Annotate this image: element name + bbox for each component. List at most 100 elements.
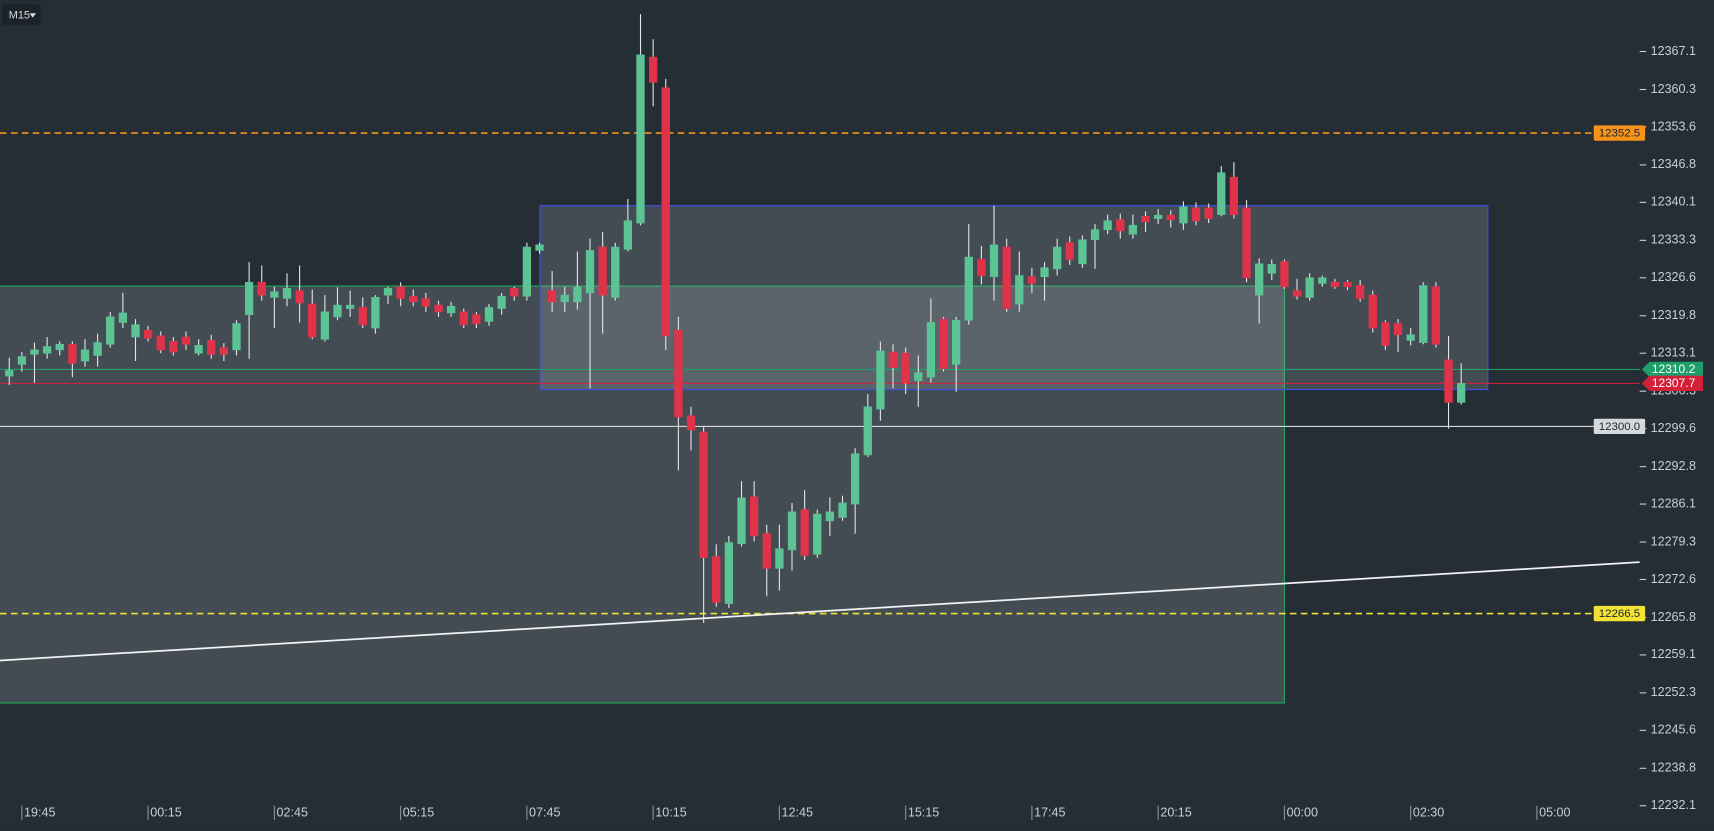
candle-body <box>1002 246 1011 309</box>
candle-body <box>1393 323 1403 336</box>
candle-body <box>1242 207 1251 279</box>
candle-body <box>118 312 128 323</box>
candle-body <box>169 341 178 353</box>
candle-body <box>409 295 418 303</box>
candle-body <box>1040 267 1049 277</box>
candle-body <box>1292 290 1302 297</box>
candle-body <box>143 329 153 339</box>
x-tick-label: 15:15 <box>908 806 939 820</box>
candle-body <box>1065 242 1074 260</box>
candle-body <box>93 342 102 356</box>
candle-body <box>775 548 784 569</box>
candle-body <box>1090 229 1100 241</box>
candle-body <box>333 304 342 318</box>
candle-body <box>1368 294 1377 329</box>
candle-body <box>1305 277 1314 298</box>
y-tick-label: 12292.8 <box>1651 459 1696 473</box>
candle-body <box>926 322 936 378</box>
y-tick-label: 12252.3 <box>1651 685 1696 699</box>
x-tick-label: 00:15 <box>150 806 181 820</box>
candle-body <box>1280 261 1289 288</box>
candle-body <box>636 54 645 224</box>
candle-body <box>850 453 860 505</box>
candle-body <box>497 295 506 309</box>
candle-body <box>1255 263 1264 296</box>
candle-body <box>30 349 39 355</box>
candle-body <box>1343 281 1352 288</box>
candle-body <box>623 220 633 250</box>
timeframe-label[interactable]: M15 <box>9 9 30 21</box>
candle-body <box>1015 275 1024 305</box>
y-tick-label: 12333.3 <box>1651 233 1696 247</box>
candle-body <box>181 336 191 345</box>
x-tick-label: 10:15 <box>655 806 686 820</box>
candle-body <box>535 244 544 251</box>
y-tick-label: 12346.8 <box>1651 157 1696 171</box>
candle-body <box>1406 334 1415 341</box>
candle-body <box>611 246 620 298</box>
candle-body <box>585 250 595 294</box>
candle-body <box>308 303 317 338</box>
candle-body <box>320 311 330 340</box>
y-tick-label: 12238.8 <box>1651 761 1696 775</box>
candle-body <box>712 556 721 603</box>
plot-layer: 12367.1 12360.3 12353.6 12346.8 12340.1 12333… <box>0 14 1704 820</box>
price-tag <box>1593 605 1646 622</box>
y-tick-label: 12232.1 <box>1651 798 1696 812</box>
candle-body <box>1444 359 1453 403</box>
candle-body <box>1318 277 1327 284</box>
y-tick-label: 12353.6 <box>1651 119 1696 133</box>
candle-body <box>421 298 431 307</box>
candle-body <box>1204 207 1213 219</box>
x-tick-label: 20:15 <box>1160 806 1191 820</box>
price-tag-label: 12300.0 <box>1599 421 1640 433</box>
candle-body <box>522 246 532 297</box>
candle-body <box>699 431 708 559</box>
candle-body <box>1267 264 1276 274</box>
candle-body <box>17 356 27 365</box>
y-tick-label: 12319.8 <box>1651 308 1696 322</box>
candle-body <box>1419 285 1428 343</box>
candle-body <box>825 511 835 522</box>
y-tick-label: 12313.1 <box>1651 346 1696 360</box>
x-tick-label: 05:15 <box>403 806 434 820</box>
price-tag-label: 12310.2 <box>1652 362 1696 376</box>
candle-body <box>358 307 367 326</box>
timeframe-button-bg[interactable] <box>2 4 41 26</box>
candle-body <box>42 346 52 354</box>
candle-body <box>396 286 405 299</box>
timeframe-button[interactable]: M15 <box>2 4 41 26</box>
y-tick-label: 12286.1 <box>1651 496 1696 510</box>
candle-body <box>674 329 683 418</box>
candle-body <box>1179 206 1188 224</box>
y-tick-label: 12360.3 <box>1651 82 1696 96</box>
price-tag <box>1593 125 1646 141</box>
x-tick-label: 17:45 <box>1034 806 1065 820</box>
y-tick-label: 12299.6 <box>1651 421 1696 435</box>
candle-body <box>510 288 519 297</box>
candle-body <box>876 350 885 410</box>
zone-rectangle <box>539 205 1489 391</box>
candle-body <box>55 343 64 351</box>
candle-body <box>1330 281 1340 288</box>
candle-body <box>270 291 279 298</box>
candle-body <box>977 259 986 276</box>
candle-body <box>434 304 443 313</box>
price-tag-label: 12307.7 <box>1652 376 1696 390</box>
candle-body <box>1431 286 1441 345</box>
y-tick-label: 12272.6 <box>1651 572 1696 586</box>
candle-body <box>219 347 229 355</box>
x-tick-label: 02:30 <box>1413 806 1444 820</box>
candle-body <box>813 513 822 555</box>
candle-body <box>207 340 216 355</box>
candle-body <box>1191 207 1201 222</box>
candle-body <box>1052 246 1062 270</box>
candle-body <box>737 497 746 545</box>
dropdown-arrow[interactable] <box>29 13 37 18</box>
candle-body <box>951 319 961 365</box>
candle-body <box>573 286 582 303</box>
y-tick-label: 12279.3 <box>1651 534 1696 548</box>
